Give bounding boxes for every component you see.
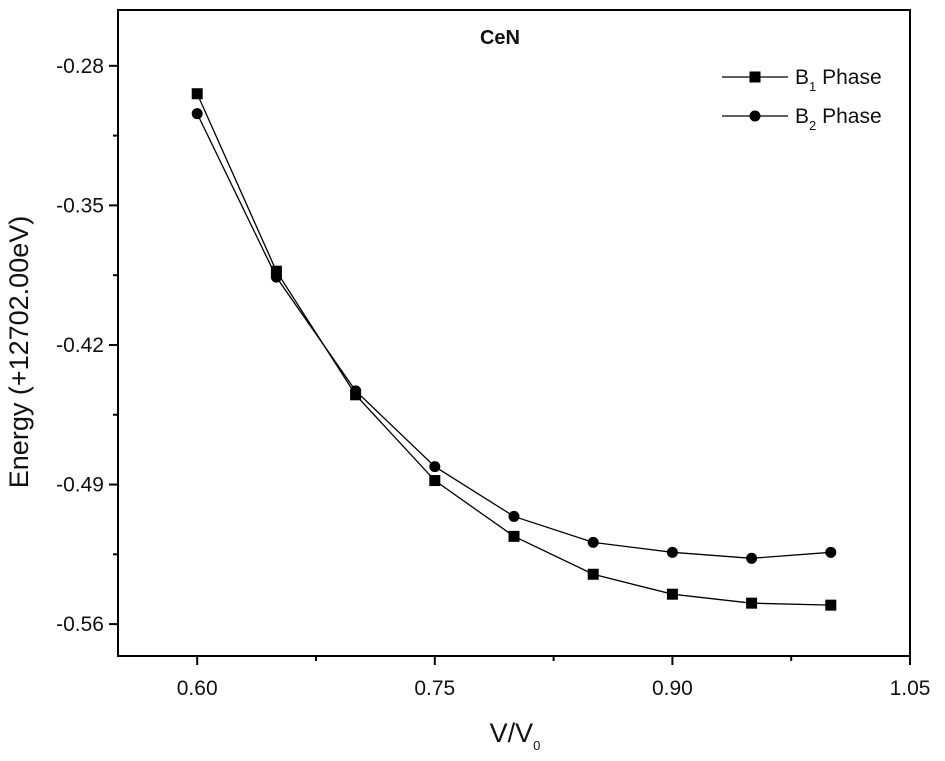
data-point-circle	[825, 546, 837, 558]
plot-frame	[117, 9, 911, 657]
x-tick-label: 0.60	[177, 677, 218, 700]
data-point-circle	[270, 271, 282, 283]
data-point-square	[587, 568, 599, 580]
data-point-square	[429, 475, 441, 487]
data-point-circle	[191, 108, 203, 120]
y-tick-label: -0.28	[56, 55, 104, 78]
legend-marker-circle	[749, 110, 761, 122]
data-point-square	[270, 265, 282, 277]
data-point-circle	[587, 536, 599, 548]
data-point-square	[191, 88, 203, 100]
series-layer	[191, 88, 837, 611]
data-point-circle	[429, 461, 441, 473]
x-axis-title-main: V/V	[490, 718, 534, 748]
y-tick-label: -0.49	[56, 474, 104, 497]
legend-label-rest: Phase	[816, 105, 881, 128]
x-axis-title-subscript: 0	[533, 738, 540, 753]
data-point-square	[746, 597, 758, 609]
x-tick-label: 1.05	[890, 677, 931, 700]
legend-marker-square	[749, 71, 761, 83]
y-tick-label: -0.56	[56, 613, 104, 636]
x-tick-label: 0.90	[652, 677, 693, 700]
y-axis-title: Energy (+12702.00eV)	[4, 216, 34, 488]
x-axis-ticks: 0.60 0.75 0.90 1.05	[177, 656, 931, 700]
series-line-1	[196, 93, 831, 606]
series-line-2	[196, 113, 831, 559]
data-point-circle	[508, 510, 520, 522]
legend-label-main: B	[795, 66, 809, 89]
legend-label-rest: Phase	[816, 66, 881, 89]
legend-label-main: B	[795, 105, 809, 128]
legend-label-subscript: 2	[809, 118, 816, 133]
data-point-square	[508, 530, 520, 542]
data-point-square	[666, 588, 678, 600]
data-point-circle	[666, 546, 678, 558]
y-tick-label: -0.35	[56, 194, 104, 217]
y-axis-ticks: -0.28 -0.35 -0.42 -0.49 -0.56	[56, 55, 118, 636]
y-tick-label: -0.42	[56, 334, 104, 357]
x-axis-title: V/V0	[490, 718, 541, 753]
legend-label: B1 Phase	[795, 66, 882, 94]
chart-title: CeN	[480, 27, 520, 49]
legend-label-subscript: 1	[809, 79, 816, 94]
x-tick-label: 0.75	[414, 677, 455, 700]
data-point-square	[825, 599, 837, 611]
data-point-circle	[746, 552, 758, 564]
data-point-circle	[350, 385, 362, 397]
legend-label: B2 Phase	[795, 105, 882, 133]
